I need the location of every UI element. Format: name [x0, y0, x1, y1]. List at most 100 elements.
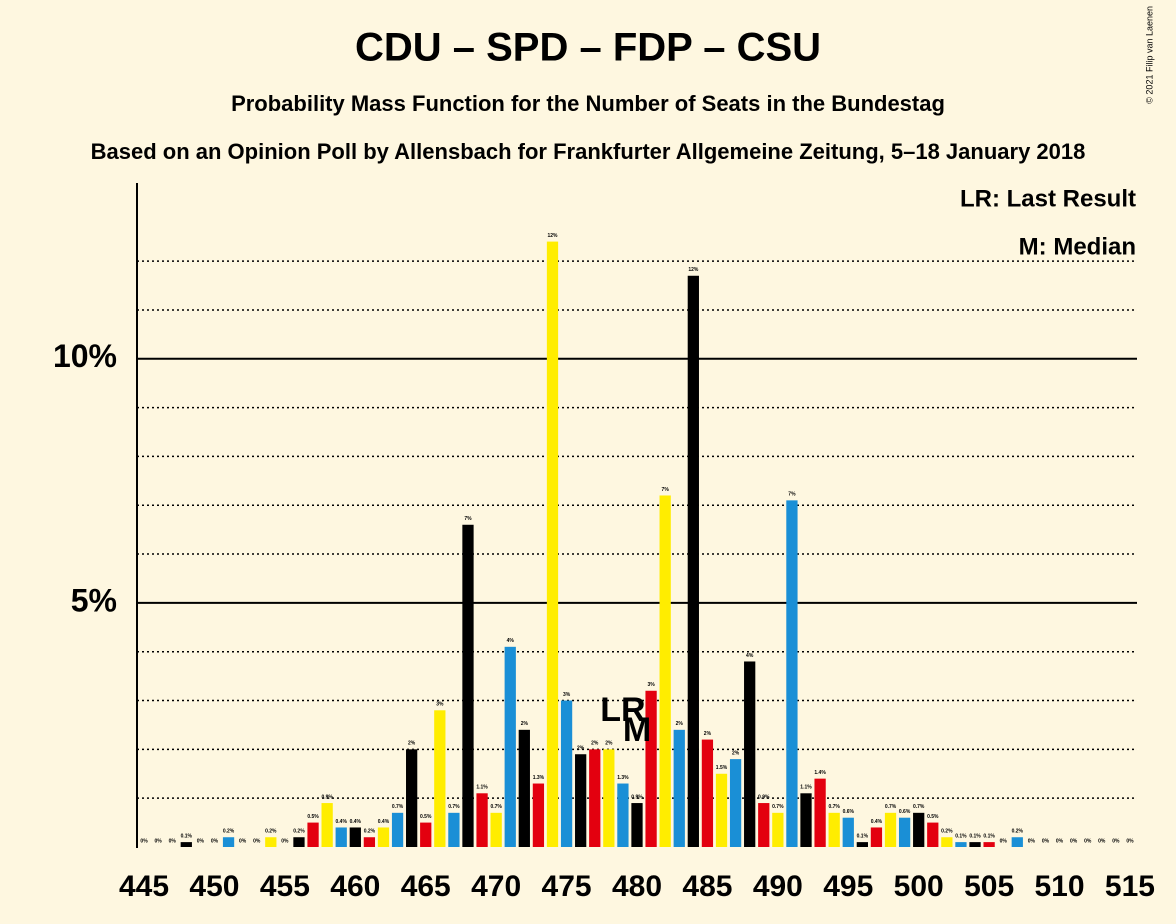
bar [927, 822, 939, 847]
value-label: 0.1% [181, 833, 193, 839]
value-label: 1.1% [476, 785, 488, 791]
bar [560, 700, 573, 847]
value-label: 3% [436, 702, 444, 708]
bar [504, 646, 516, 847]
bar [307, 822, 319, 847]
value-label: 0% [169, 838, 177, 844]
chart-subtitle: Probability Mass Function for the Number… [231, 91, 945, 116]
bar [983, 842, 995, 847]
value-label: 2% [577, 746, 585, 752]
value-label: 0.2% [941, 829, 953, 835]
bar [786, 500, 798, 847]
x-tick-label: 450 [189, 870, 239, 903]
bar [293, 837, 305, 847]
value-label: 7% [662, 487, 670, 493]
value-label: 0.7% [392, 804, 404, 810]
bar [828, 812, 840, 847]
value-label: 0.2% [265, 829, 277, 835]
value-label: 0.2% [364, 829, 376, 835]
value-label: 0% [281, 838, 289, 844]
bar [321, 803, 333, 847]
value-label: 1.3% [533, 775, 545, 781]
value-label: 0.5% [307, 814, 319, 820]
value-label: 0.9% [631, 794, 643, 800]
value-label: 0.2% [223, 829, 235, 835]
value-label: 0.7% [828, 804, 840, 810]
value-label: 2% [732, 750, 740, 756]
value-label: 3% [647, 682, 655, 688]
bar [420, 822, 432, 847]
annotation: M [623, 711, 651, 749]
value-label: 2% [605, 741, 613, 747]
bar [589, 749, 601, 847]
value-label: 0.4% [871, 819, 883, 825]
value-label: 4% [746, 653, 754, 659]
value-label: 0% [197, 838, 205, 844]
chart-subtitle: Based on an Opinion Poll by Allensbach f… [91, 139, 1086, 164]
value-label: 0.4% [350, 819, 362, 825]
bar [673, 729, 685, 847]
bar [575, 754, 587, 847]
value-label: 0% [1126, 838, 1134, 844]
bar [772, 812, 784, 847]
value-label: 0.9% [321, 794, 333, 800]
x-tick-label: 460 [330, 870, 380, 903]
value-label: 2% [521, 721, 529, 727]
bar [377, 827, 390, 847]
bar [870, 827, 883, 847]
value-label: 0% [1084, 838, 1092, 844]
bar [335, 827, 347, 847]
value-label: 0.1% [969, 833, 981, 839]
value-label: 12% [688, 267, 699, 273]
bar [476, 793, 488, 847]
bar [729, 759, 742, 847]
value-label: 0.1% [983, 833, 995, 839]
x-tick-label: 485 [682, 870, 732, 903]
value-label: 0% [211, 838, 219, 844]
value-label: 2% [676, 721, 684, 727]
value-label: 1.4% [814, 770, 826, 776]
bar [898, 817, 911, 847]
value-label: 3% [563, 692, 571, 698]
bar [265, 837, 277, 847]
bar [391, 812, 404, 847]
bar [814, 778, 826, 847]
value-label: 0.9% [758, 794, 770, 800]
value-label: 12% [547, 233, 558, 239]
value-label: 0% [1112, 838, 1120, 844]
bar [406, 749, 418, 847]
value-label: 0% [253, 838, 261, 844]
bar [715, 773, 728, 847]
bar [941, 837, 953, 847]
y-tick-label: 5% [71, 582, 117, 618]
x-tick-label: 480 [612, 870, 662, 903]
copyright: © 2021 Filip van Laenen [1144, 6, 1154, 104]
bar [518, 729, 530, 847]
bar [462, 524, 474, 847]
value-label: 0.5% [420, 814, 432, 820]
x-tick-label: 500 [894, 870, 944, 903]
value-label: 0% [1028, 838, 1036, 844]
value-label: 0% [1098, 838, 1106, 844]
value-label: 0.7% [772, 804, 784, 810]
bar [645, 690, 657, 847]
bar [617, 783, 629, 847]
value-label: 7% [464, 516, 472, 522]
value-label: 0% [1000, 838, 1008, 844]
bar [1011, 837, 1023, 847]
value-label: 2% [408, 741, 416, 747]
value-label: 0.5% [927, 814, 939, 820]
value-label: 0.1% [955, 833, 967, 839]
bar [687, 275, 699, 847]
bar [744, 661, 756, 847]
value-label: 0.7% [913, 804, 925, 810]
value-label: 0.4% [378, 819, 390, 825]
value-label: 0.2% [1012, 829, 1024, 835]
bar [842, 817, 854, 847]
value-label: 1.5% [716, 765, 728, 771]
x-tick-label: 495 [823, 870, 873, 903]
value-label: 0.7% [885, 804, 897, 810]
bar [758, 803, 770, 847]
bar [884, 812, 897, 847]
